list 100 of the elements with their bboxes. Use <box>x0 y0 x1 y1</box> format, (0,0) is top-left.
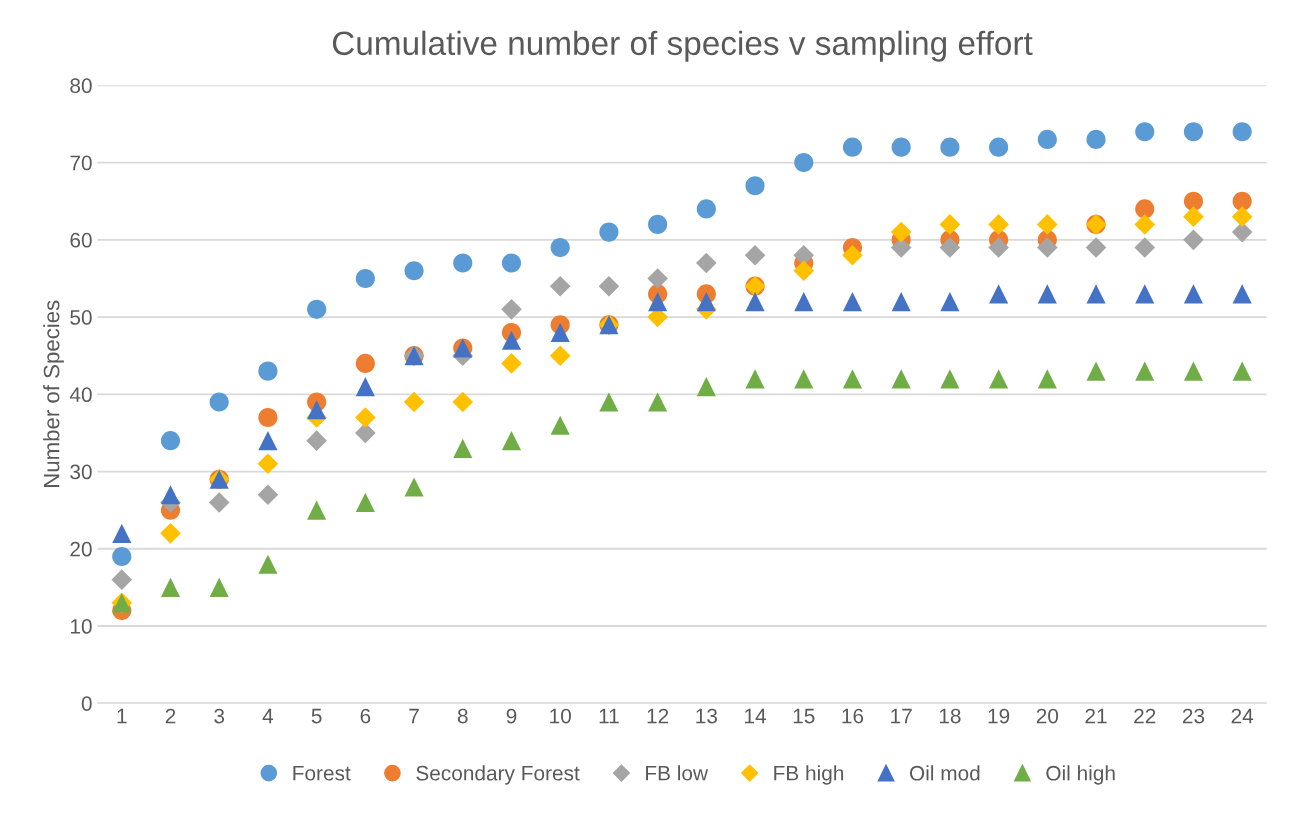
point <box>404 477 424 497</box>
x-tick-label: 23 <box>1182 708 1205 724</box>
y-tick-label: 70 <box>70 155 92 171</box>
legend-label: Forest <box>293 766 351 781</box>
y-tick-label: 50 <box>70 310 92 325</box>
point <box>793 260 815 282</box>
point <box>257 484 279 506</box>
point <box>794 369 814 389</box>
x-tick-label: 17 <box>891 708 912 724</box>
point <box>988 214 1009 235</box>
point <box>111 569 133 590</box>
point <box>355 492 375 513</box>
point <box>549 345 571 366</box>
y-tick-label: 30 <box>70 464 92 480</box>
x-tick-label: 6 <box>360 708 371 724</box>
point <box>452 391 474 413</box>
x-tick-label: 14 <box>745 708 767 724</box>
point <box>1135 122 1155 142</box>
point <box>209 577 229 597</box>
x-tick-label: 9 <box>506 708 517 724</box>
point <box>404 261 424 281</box>
point <box>1086 129 1106 149</box>
point <box>890 237 912 258</box>
point <box>989 284 1009 304</box>
point <box>209 392 229 412</box>
x-tick-label: 22 <box>1134 708 1156 724</box>
point <box>940 137 960 157</box>
point <box>501 330 522 350</box>
point <box>258 554 278 574</box>
point <box>939 214 961 235</box>
point <box>647 268 668 289</box>
point <box>355 268 375 289</box>
point <box>1037 129 1057 149</box>
point <box>1232 122 1252 142</box>
point <box>160 577 181 597</box>
point <box>1037 237 1058 258</box>
point <box>1183 229 1204 251</box>
point <box>696 292 716 312</box>
point <box>1135 361 1155 381</box>
point <box>599 392 619 412</box>
point <box>257 453 279 475</box>
point <box>112 546 132 567</box>
y-tick-label: 40 <box>69 387 92 403</box>
point <box>842 292 863 312</box>
point <box>258 431 278 451</box>
point <box>988 237 1009 258</box>
point <box>599 222 619 242</box>
x-tick-label: 21 <box>1085 708 1107 724</box>
point <box>890 221 912 243</box>
x-tick-label: 2 <box>165 708 176 724</box>
point <box>842 244 863 266</box>
point <box>1232 361 1252 381</box>
x-tick-label: 13 <box>696 708 717 724</box>
x-tick-label: 7 <box>409 708 419 724</box>
point <box>1037 369 1057 389</box>
y-tick-label: 0 <box>81 696 92 711</box>
point <box>1134 214 1156 235</box>
point <box>307 299 327 319</box>
point <box>891 137 911 157</box>
x-tick-label: 15 <box>793 708 815 724</box>
point <box>648 392 668 412</box>
point <box>453 253 473 273</box>
point <box>696 377 716 397</box>
point <box>112 523 132 543</box>
legend-label: Oil high <box>1046 765 1115 785</box>
point <box>355 407 376 428</box>
x-tick-label: 3 <box>214 708 225 724</box>
x-tick-label: 1 <box>117 708 127 724</box>
x-tick-label: 10 <box>550 708 571 724</box>
point <box>989 137 1009 157</box>
point <box>1183 206 1204 227</box>
x-tick-label: 4 <box>262 708 274 724</box>
point <box>258 407 278 428</box>
point <box>307 500 327 520</box>
point <box>794 153 814 173</box>
point <box>1232 191 1252 211</box>
x-tick-label: 5 <box>311 708 322 724</box>
point <box>453 438 473 458</box>
point <box>550 237 570 258</box>
point <box>208 492 230 513</box>
point <box>501 299 522 320</box>
point <box>940 292 960 312</box>
point <box>1232 284 1252 304</box>
point <box>1183 284 1204 304</box>
point <box>1085 237 1107 258</box>
point <box>939 237 961 258</box>
point <box>794 292 814 312</box>
point <box>307 400 327 420</box>
point <box>1135 284 1155 304</box>
point <box>696 252 717 274</box>
point <box>745 369 765 389</box>
y-tick-label: 10 <box>70 619 92 634</box>
legend-label: Secondary Forest <box>416 765 580 785</box>
point <box>550 322 570 343</box>
point <box>160 431 181 451</box>
y-axis-title: Number of Species <box>43 300 64 487</box>
x-tick-label: 11 <box>599 708 619 724</box>
point <box>550 415 570 435</box>
point <box>1134 237 1156 258</box>
point <box>160 485 181 505</box>
